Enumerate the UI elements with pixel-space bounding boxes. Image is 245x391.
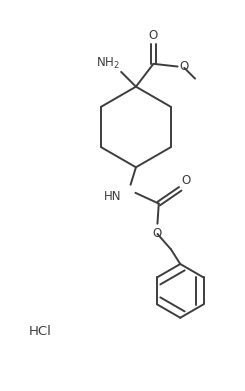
Text: NH$_2$: NH$_2$ bbox=[96, 56, 120, 70]
Text: HN: HN bbox=[104, 190, 121, 203]
Text: O: O bbox=[149, 29, 158, 41]
Text: O: O bbox=[182, 174, 191, 187]
Text: HCl: HCl bbox=[28, 325, 51, 338]
Text: O: O bbox=[179, 60, 188, 73]
Text: O: O bbox=[153, 227, 162, 240]
